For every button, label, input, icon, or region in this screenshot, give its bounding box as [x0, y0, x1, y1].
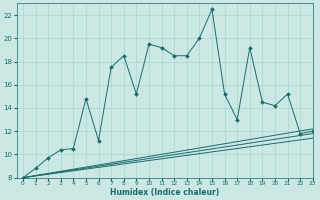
X-axis label: Humidex (Indice chaleur): Humidex (Indice chaleur) [110, 188, 219, 197]
